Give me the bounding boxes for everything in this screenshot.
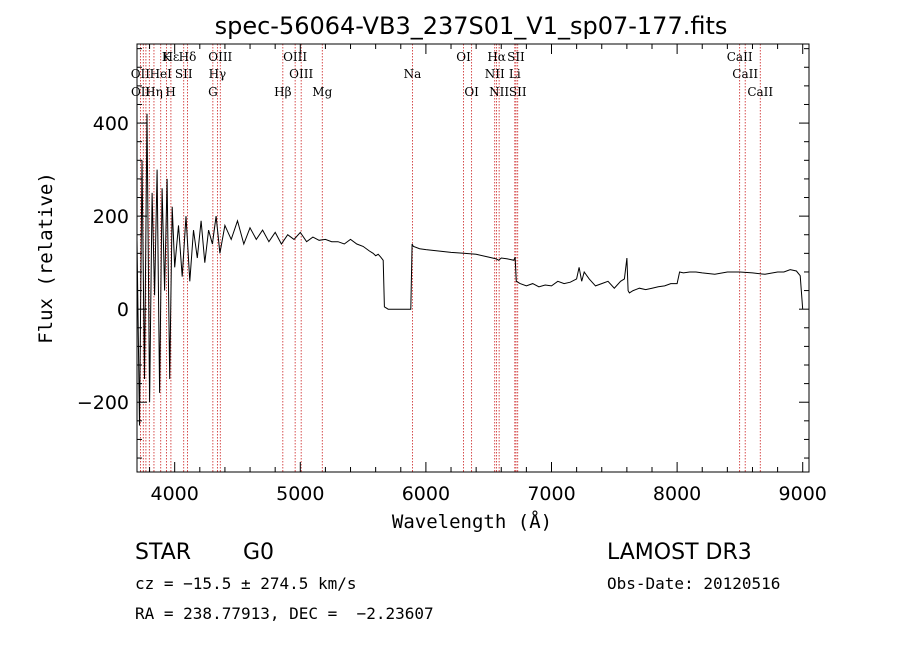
line-label: OIII: [208, 50, 232, 64]
object-class: STAR: [135, 540, 192, 565]
spectrum-line: [136, 113, 804, 426]
axis-ticks: [137, 44, 809, 472]
line-label: OI: [464, 85, 479, 99]
y-tick-label: 200: [93, 206, 129, 228]
y-tick-label: 0: [117, 299, 129, 321]
line-label: CaII: [732, 67, 758, 81]
survey-name: LAMOST DR3: [607, 540, 752, 565]
x-tick-label: 5000: [276, 483, 324, 505]
line-label: OII: [131, 85, 151, 99]
line-label: CaII: [727, 50, 753, 64]
x-tick-label: 4000: [151, 483, 199, 505]
x-tick-label: 9000: [779, 483, 827, 505]
y-tick-label: 400: [93, 113, 129, 135]
line-label: OIII: [283, 50, 307, 64]
y-axis-label: Flux (relative): [35, 172, 57, 344]
line-label: Hβ: [274, 85, 291, 99]
line-label: H: [165, 85, 175, 99]
line-label: Mg: [312, 85, 332, 99]
object-subclass: G0: [243, 540, 275, 565]
x-axis-label: Wavelength (Å): [392, 510, 552, 533]
line-label: Na: [404, 67, 422, 81]
line-label: K: [162, 50, 172, 64]
y-tick-label: −200: [77, 392, 129, 414]
line-label: OII: [131, 67, 151, 81]
plot-frame: [136, 43, 810, 473]
line-label: Hη: [145, 85, 163, 99]
chart-title: spec-56064-VB3_237S01_V1_sp07-177.fits: [215, 12, 728, 40]
x-tick-label: 7000: [527, 483, 575, 505]
line-label: OIII: [289, 67, 313, 81]
tick-labels: 4000 5000 6000 7000 8000 9000 −200 0 200 400: [77, 113, 827, 505]
line-label: CaII: [747, 85, 773, 99]
line-label: SII: [175, 67, 193, 81]
x-tick-label: 6000: [402, 483, 450, 505]
line-label: G: [208, 85, 218, 99]
obs-date: Obs-Date: 20120516: [607, 574, 781, 593]
line-label: SII: [509, 85, 527, 99]
line-label: NII: [485, 67, 505, 81]
x-tick-label: 8000: [653, 483, 701, 505]
line-label: Hα: [487, 50, 506, 64]
line-label: Li: [509, 67, 521, 81]
line-label: Hγ: [209, 67, 227, 81]
redshift-text: cz = −15.5 ± 274.5 km/s: [135, 574, 357, 593]
coordinates: RA = 238.77913, DEC = −2.23607: [135, 604, 434, 623]
line-label: Hδ: [179, 50, 197, 64]
emission-line-markers: [139, 44, 761, 472]
line-label: SII: [507, 50, 525, 64]
line-label: OI: [456, 50, 471, 64]
line-label: HeI: [150, 67, 173, 81]
line-label: NII: [489, 85, 509, 99]
